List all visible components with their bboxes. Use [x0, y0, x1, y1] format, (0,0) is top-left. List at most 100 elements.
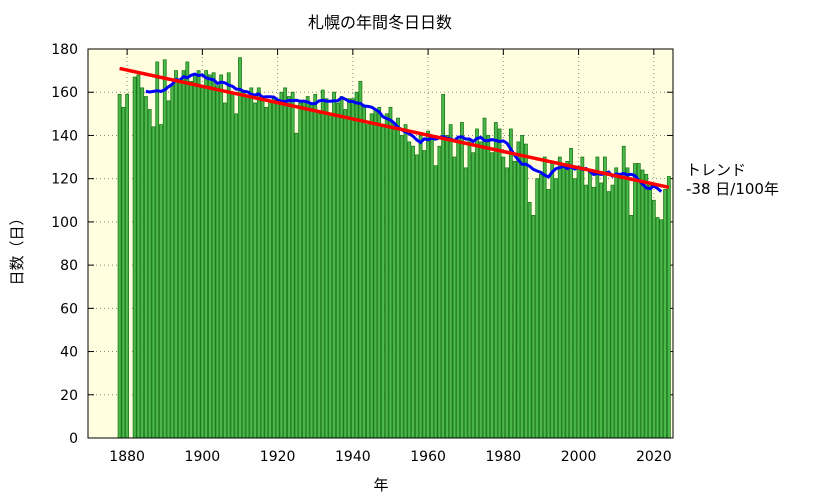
bar-1958 [418, 135, 423, 439]
bar-1985 [520, 135, 525, 439]
trend-label: トレンド [686, 161, 746, 179]
y-tick-label: 140 [51, 128, 78, 144]
y-tick-label: 120 [51, 172, 78, 188]
x-tick-label: 1940 [335, 449, 371, 465]
bar-1879 [121, 106, 126, 439]
bar-1990 [539, 173, 543, 439]
bar-1890 [162, 59, 167, 439]
bar-1920 [275, 102, 280, 439]
x-tick-label: 2000 [561, 449, 597, 465]
bar-1975 [482, 117, 487, 439]
bar-1979 [497, 128, 502, 439]
trend-rate-label: -38 日/100年 [686, 180, 779, 198]
bar-1983 [512, 160, 517, 439]
bar-1919 [271, 98, 276, 439]
x-tick-label: 1900 [185, 449, 221, 465]
bar-1934 [328, 113, 333, 439]
bar-1942 [358, 81, 363, 439]
bar-1947 [377, 106, 382, 439]
bar-1976 [486, 135, 491, 439]
bar-1955 [407, 141, 412, 439]
bar-1977 [490, 152, 494, 439]
bar-2020 [651, 199, 656, 439]
bar-1912 [245, 96, 250, 439]
bar-1984 [516, 141, 521, 439]
bar-1897 [189, 81, 193, 439]
bar-1907 [226, 72, 231, 439]
bar-1998 [569, 148, 573, 439]
y-tick-label: 80 [60, 258, 78, 274]
x-axis-label: 年 [373, 476, 388, 494]
bar-1911 [241, 91, 246, 439]
y-axis-label: 日数（日） [8, 210, 26, 285]
bar-2017 [640, 169, 645, 439]
bar-1993 [550, 163, 555, 439]
bar-1929 [309, 102, 314, 439]
bar-1973 [475, 128, 479, 439]
bar-2010 [614, 167, 619, 439]
bar-1949 [384, 113, 389, 439]
bar-1972 [471, 152, 476, 439]
bar-1965 [444, 135, 449, 439]
bar-1963 [437, 145, 442, 439]
bar-1957 [414, 154, 419, 439]
bar-2005 [595, 156, 600, 439]
bar-2003 [587, 169, 592, 439]
bar-2000 [576, 167, 581, 439]
bar-1931 [317, 113, 321, 439]
bar-1952 [396, 117, 400, 439]
bar-1938 [343, 109, 348, 439]
bar-1992 [546, 189, 551, 439]
bar-2008 [606, 191, 611, 439]
bar-1891 [166, 100, 171, 439]
bar-1978 [493, 122, 498, 439]
bar-1923 [286, 96, 291, 439]
bar-1904 [215, 85, 220, 439]
bar-1921 [279, 91, 284, 439]
bar-1943 [362, 104, 367, 439]
bar-2006 [599, 182, 604, 439]
y-tick-label: 20 [60, 388, 78, 404]
bar-1953 [399, 135, 404, 439]
bar-1888 [155, 61, 160, 439]
bar-1914 [253, 102, 257, 439]
bar-1908 [230, 91, 235, 439]
bar-1997 [565, 160, 570, 439]
bar-1916 [260, 98, 265, 439]
bar-1918 [268, 100, 272, 439]
bar-1895 [181, 70, 186, 439]
bar-1988 [531, 215, 536, 439]
bar-1936 [335, 102, 340, 439]
bar-1883 [136, 74, 141, 439]
bar-1898 [192, 74, 197, 439]
bar-1948 [381, 124, 385, 439]
bar-2014 [629, 215, 634, 439]
trend-line [119, 66, 670, 190]
x-tick-label: 1980 [486, 449, 522, 465]
bar-1903 [211, 72, 216, 439]
bar-1928 [305, 96, 310, 439]
bar-2001 [580, 156, 585, 439]
bar-2009 [610, 184, 615, 439]
bar-2015 [633, 163, 637, 439]
bar-1981 [505, 167, 509, 439]
bar-1884 [140, 87, 145, 439]
bar-1987 [527, 202, 532, 439]
y-tick-label: 180 [51, 42, 78, 58]
bar-2018 [644, 173, 649, 439]
bar-1974 [478, 141, 483, 439]
bar-2022 [659, 219, 664, 439]
bar-1961 [429, 135, 434, 439]
bar-1944 [365, 124, 370, 439]
bar-2024 [666, 176, 671, 439]
bar-1999 [572, 178, 577, 439]
bar-1980 [501, 156, 506, 439]
bar-1882 [132, 76, 137, 439]
bar-1932 [320, 89, 325, 439]
bar-1917 [264, 106, 269, 439]
bar-1939 [347, 98, 351, 439]
bar-1968 [456, 139, 461, 439]
bar-1966 [448, 124, 453, 439]
